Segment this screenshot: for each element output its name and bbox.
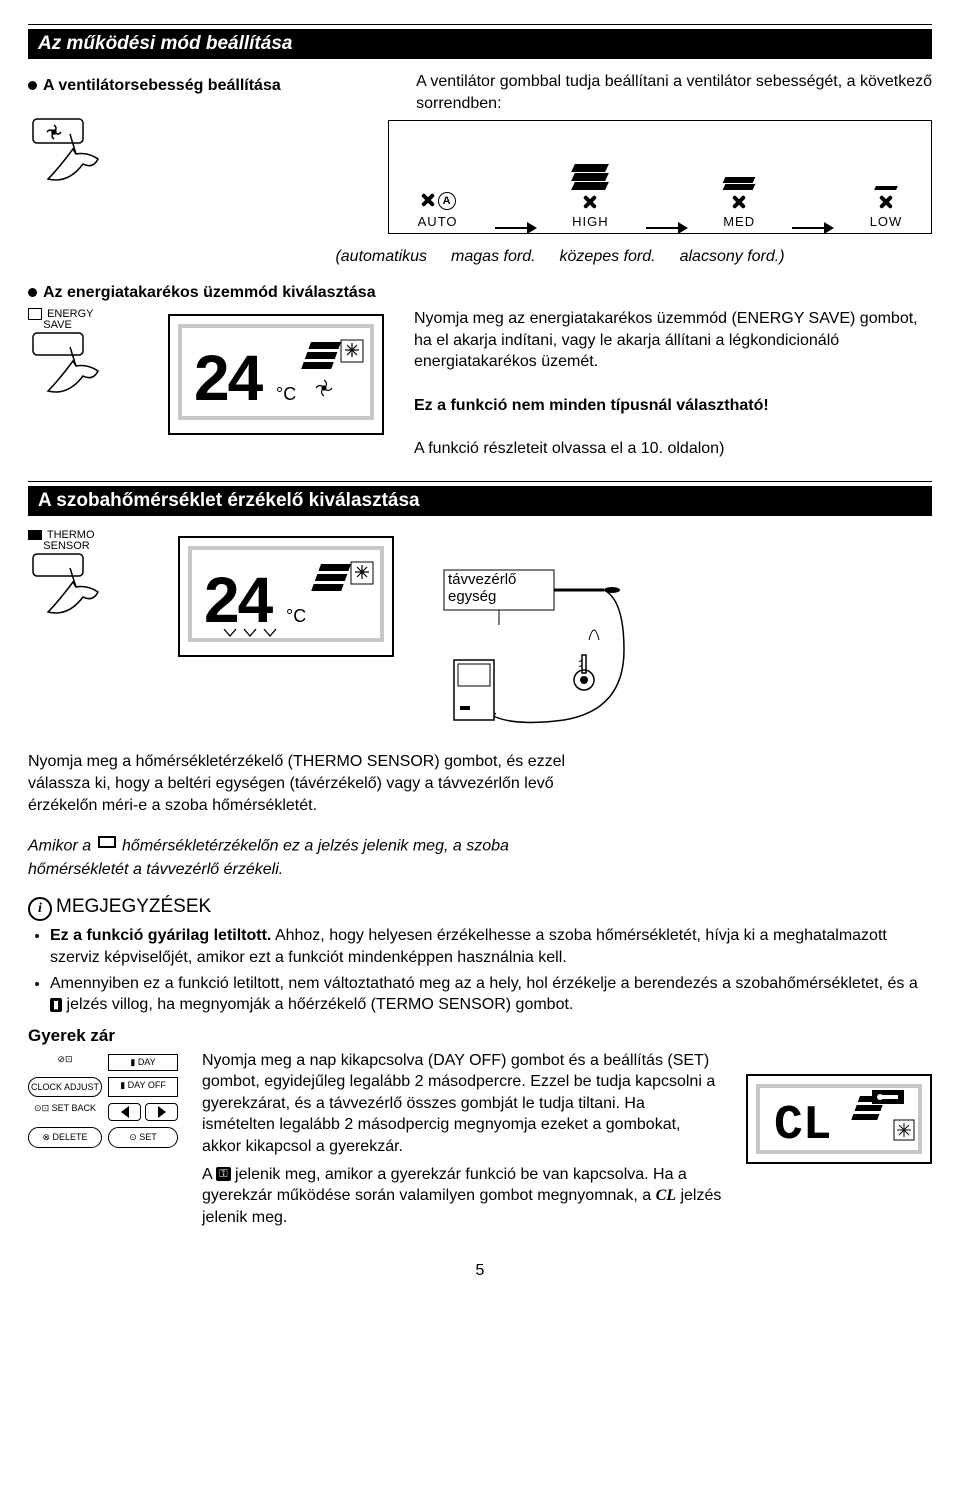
panel-day: ▮ DAY [108, 1054, 178, 1071]
svg-text:°C: °C [276, 384, 296, 404]
right-arrow-icon [158, 1106, 166, 1118]
paren-auto: (automatikus [335, 248, 427, 266]
notes-item-1: Ez a funkció gyárilag letiltott. Ahhoz, … [50, 925, 932, 968]
panel-delete: ⊗ DELETE [28, 1127, 102, 1148]
fan-intro-line2: sorrendben: [416, 95, 501, 112]
label-low: LOW [870, 214, 903, 229]
page-number: 5 [28, 1262, 932, 1280]
fan-heading-text: A ventilátorsebesség beállítása [43, 77, 281, 94]
lcd-display-thermo: 24 °C [178, 536, 394, 657]
vane-low [875, 186, 897, 190]
thermo-button-illustration: THERMO SENSOR [28, 530, 148, 622]
notes-list: Ez a funkció gyárilag letiltott. Ahhoz, … [28, 925, 932, 1015]
fan-icon [582, 194, 598, 210]
fan-intro: A ventilátor gombbal tudja beállítani a … [416, 71, 932, 114]
paren-med: közepes ford. [560, 248, 656, 266]
child-2c: CL [656, 1187, 676, 1204]
bullet-dot [28, 81, 37, 90]
child-body: Nyomja meg a nap kikapcsolva (DAY OFF) g… [202, 1050, 722, 1229]
fan-intro-line1: A ventilátor gombbal tudja beállítani a … [416, 73, 932, 90]
child-body-p2: A ⚿ jelenik meg, amikor a gyerekzár funk… [202, 1164, 722, 1229]
auto-a-icon: A [438, 192, 456, 210]
label-high: HIGH [572, 214, 609, 229]
section2-title: A szobahőmérséklet érzékelő kiválasztása [28, 486, 932, 516]
remote-unit-diagram: távvezérlőegység [424, 540, 644, 745]
speed-auto: A AUTO [418, 192, 458, 229]
thermo-italic-note: Amikor a hőmérsékletérzékelőn ez a jelzé… [28, 834, 588, 880]
speed-med: MED [723, 177, 755, 229]
energy-body: Nyomja meg az energiatakarékos üzemmód (… [414, 308, 932, 459]
notes-heading-text: MEGJEGYZÉSEK [56, 896, 211, 917]
bullet-dot [28, 288, 37, 297]
sensor-chip-icon: ▮ [50, 998, 62, 1012]
italic-prefix: Amikor a [28, 838, 91, 855]
paren-high: magas ford. [451, 248, 535, 266]
section-rule [28, 481, 932, 482]
fan-button-illustration [28, 114, 148, 204]
child-lock-title: Gyerek zár [28, 1026, 932, 1046]
fan-icon [731, 194, 747, 210]
svg-text:24: 24 [204, 564, 274, 636]
energy-button-illustration: ENERGY SAVE [28, 308, 148, 401]
energy-body-p1: Nyomja meg az energiatakarékos üzemmód (… [414, 308, 932, 373]
child-lock-panel: ⊘⊡ ▮ DAY CLOCK ADJUST ▮ DAY OFF ⊙⊡ SET B… [28, 1054, 178, 1148]
speed-paren-labels: (automatikus magas ford. közepes ford. a… [188, 248, 932, 266]
fan-speed-heading: A ventilátorsebesség beállítása [28, 77, 281, 95]
fan-icon [878, 194, 894, 210]
child-2b: jelenik meg, amikor a gyerekzár funkció … [202, 1166, 687, 1205]
notes-item-2: Amennyiben ez a funkció letiltott, nem v… [50, 973, 932, 1016]
speed-high: HIGH [572, 164, 609, 229]
panel-clock: CLOCK ADJUST [28, 1077, 102, 1097]
paren-low: alacsony ford.) [680, 248, 785, 266]
speed-low: LOW [870, 186, 903, 229]
panel-dayoff: ▮ DAY OFF [108, 1077, 178, 1097]
child-body-p1: Nyomja meg a nap kikapcsolva (DAY OFF) g… [202, 1050, 722, 1158]
notes-1a: Ez a funkció gyárilag letiltott. [50, 927, 271, 944]
vane-med [724, 177, 754, 190]
energy-heading-text: Az energiatakarékos üzemmód kiválasztása [43, 284, 376, 301]
arrow-icon [495, 227, 535, 229]
speed-sequence-diagram: A AUTO HIGH MED LOW [388, 120, 932, 234]
label-med: MED [723, 214, 755, 229]
thermo-body: Nyomja meg a hőmérsékletérzékelő (THERMO… [28, 751, 588, 816]
vane-high [573, 164, 607, 190]
panel-set: ⊙ SET [108, 1127, 178, 1148]
label-auto: AUTO [418, 214, 458, 229]
energy-body-p2: A funkció részleteit olvassa el a 10. ol… [414, 438, 932, 460]
svg-text:°C: °C [286, 606, 306, 626]
svg-text:24: 24 [194, 342, 264, 414]
lcd-display-energy: 24 °C [168, 314, 384, 435]
energy-save-heading: Az energiatakarékos üzemmód kiválasztása [28, 284, 932, 302]
top-rule [28, 24, 932, 25]
left-arrow-icon [121, 1106, 129, 1118]
notes-heading: iMEGJEGYZÉSEK [28, 896, 932, 921]
energy-body-bold: Ez a funkció nem minden típusnál választ… [414, 395, 932, 417]
fan-icon [420, 192, 436, 208]
info-icon: i [28, 897, 52, 921]
svg-text:CL: CL [774, 1099, 832, 1153]
key-chip-icon: ⚿ [216, 1167, 230, 1181]
arrow-icon [792, 227, 832, 229]
section1-title: Az működési mód beállítása [28, 29, 932, 59]
energy-label-2: SAVE [43, 319, 72, 331]
arrow-icon [646, 227, 686, 229]
child-lock-lcd: CL [746, 1074, 932, 1164]
notes-2b: jelzés villog, ha megnyomják a hőérzékel… [62, 996, 573, 1013]
child-2a: A [202, 1166, 216, 1183]
thermo-label-2: SENSOR [43, 540, 89, 552]
notes-2a: Amennyiben ez a funkció letiltott, nem v… [50, 975, 918, 992]
